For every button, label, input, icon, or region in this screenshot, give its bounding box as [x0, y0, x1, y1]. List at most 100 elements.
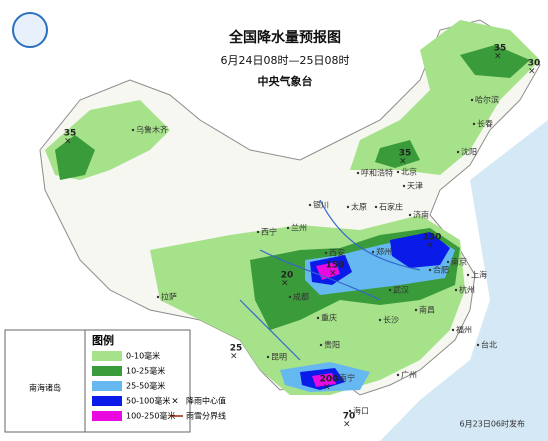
city-dot — [396, 170, 400, 174]
city-label: 南昌 — [419, 305, 435, 315]
center-x: × — [64, 137, 72, 147]
center-x: × — [230, 352, 238, 362]
city-dot — [266, 355, 270, 359]
rain-center-value: 30 — [528, 59, 541, 69]
city-label: 拉萨 — [161, 292, 177, 302]
period: 6月24日08时—25日08时 — [221, 54, 350, 67]
city-label: 广州 — [401, 370, 417, 380]
city-dot — [131, 128, 135, 132]
center-x: × — [343, 420, 351, 430]
center-x: × — [329, 269, 337, 279]
legend-label: 降雨中心值 — [186, 396, 226, 406]
city-dot — [456, 150, 460, 154]
city-dot — [288, 295, 292, 299]
legend-title: 图例 — [92, 333, 114, 347]
city-dot — [316, 316, 320, 320]
rain-center-value: 35 — [399, 149, 412, 159]
city-label: 台北 — [481, 340, 497, 350]
legend-label: 雨雪分界线 — [186, 411, 226, 421]
city-dot — [451, 328, 455, 332]
legend-label: 100-250毫米 — [126, 411, 175, 421]
city-dot — [446, 260, 450, 264]
inset-box — [4, 329, 86, 433]
city-dot — [378, 318, 382, 322]
river — [239, 199, 421, 361]
city-dot — [346, 205, 350, 209]
rain-center-value: 20 — [281, 271, 294, 281]
city-label: 武汉 — [393, 285, 409, 295]
city-dot — [324, 251, 328, 255]
city-label: 哈尔滨 — [475, 95, 499, 105]
rain-area — [375, 140, 420, 168]
city-label: 杭州 — [459, 285, 475, 295]
title: 全国降水量预报图 — [228, 29, 341, 46]
city-label: 海口 — [353, 406, 369, 416]
rain-center-value: 25 — [230, 344, 243, 354]
legend-label: 50-100毫米 — [126, 396, 170, 406]
city-label: 石家庄 — [379, 202, 403, 212]
logo — [12, 12, 48, 48]
sea — [380, 120, 548, 441]
city-dot — [466, 273, 470, 277]
city-label: 福州 — [456, 326, 472, 335]
city-label: 合肥 — [433, 265, 449, 275]
rain-center-value: 200 — [320, 375, 339, 385]
center-x: × — [281, 279, 289, 289]
inset-label: 南海诸岛 — [29, 383, 61, 393]
city-dot — [371, 250, 375, 254]
legend-swatch — [92, 381, 122, 391]
legend-swatch — [92, 396, 122, 406]
center-x: × — [323, 383, 331, 393]
rain-area — [390, 232, 450, 268]
city-label: 济南 — [413, 210, 429, 220]
city-label: 西安 — [329, 248, 345, 258]
rain-area — [55, 135, 95, 180]
city-label: 西宁 — [261, 227, 277, 237]
city-dot — [396, 373, 400, 377]
city-dot — [256, 230, 260, 234]
city-label: 北京 — [401, 167, 417, 177]
city-label: 成都 — [293, 292, 309, 302]
city-dot — [308, 203, 312, 207]
rain-center-value: 130 — [423, 233, 442, 243]
city-dot — [472, 122, 476, 126]
city-label: 兰州 — [291, 223, 307, 233]
city-label: 长沙 — [383, 315, 399, 325]
rain-center-value: 70 — [343, 412, 356, 422]
legend-label: 10-25毫米 — [126, 366, 165, 376]
city-dot — [454, 288, 458, 292]
rain-center-value: 150 — [326, 261, 345, 271]
city-label: 乌鲁木齐 — [136, 125, 168, 135]
city-label: 长春 — [477, 119, 493, 129]
rain-area — [312, 373, 336, 387]
legend-swatch — [92, 411, 122, 421]
center-x: × — [426, 241, 434, 251]
city-dot — [402, 184, 406, 188]
city-dot — [476, 343, 480, 347]
city-label: 太原 — [351, 202, 367, 212]
city-dot — [414, 308, 418, 312]
city-dot — [408, 213, 412, 217]
legend-swatch — [92, 351, 122, 361]
city-dot — [286, 226, 290, 230]
city-dot — [428, 268, 432, 272]
city-label: 呼和浩特 — [361, 168, 393, 178]
city-dot — [319, 343, 323, 347]
city-label: 天津 — [407, 181, 423, 191]
legend-swatch — [92, 366, 122, 376]
center-marker: × — [171, 397, 179, 407]
city-label: 南京 — [451, 257, 467, 267]
rain-center-value: 35 — [64, 129, 77, 139]
city-label: 南宁 — [339, 373, 355, 383]
center-x: × — [528, 67, 536, 77]
city-label: 上海 — [471, 270, 487, 280]
rain-center-value: 35 — [494, 44, 507, 54]
center-x: × — [399, 157, 407, 167]
city-label: 贵阳 — [324, 340, 340, 350]
rain-area — [460, 45, 530, 78]
city-label: 郑州 — [376, 247, 392, 257]
legend-label: 25-50毫米 — [126, 381, 165, 391]
city-dot — [388, 288, 392, 292]
city-label: 沈阳 — [461, 147, 477, 157]
